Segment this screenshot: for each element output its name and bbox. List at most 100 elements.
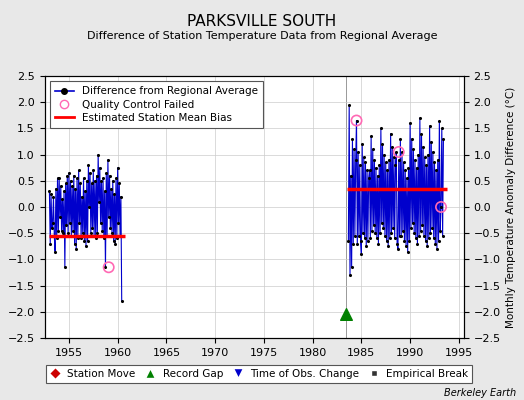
Point [105,172,114,179]
Point [381,233,389,239]
Point [62,222,71,228]
Point [103,233,111,239]
Point [405,238,413,244]
Point [45,188,53,194]
Point [88,180,96,187]
Point [69,227,77,234]
Point [71,186,80,192]
Point [70,240,79,247]
Point [373,235,381,242]
Point [79,175,88,181]
Point [95,164,104,171]
Point [438,125,446,132]
Point [398,149,406,155]
Point [67,233,75,239]
Point [374,240,383,247]
Point [386,235,394,242]
Point [390,154,398,160]
Point [60,188,68,194]
Point [348,136,357,142]
Point [411,157,419,163]
Point [424,151,432,158]
Point [365,167,374,174]
Point [422,162,431,168]
Point [435,117,443,124]
Point [384,243,392,250]
Point [73,175,81,181]
Point [417,227,425,234]
Point [362,243,370,250]
Point [54,227,62,234]
Point [402,243,410,250]
Point [56,214,64,221]
Point [74,235,82,242]
Point [396,136,405,142]
Point [439,233,447,239]
Point [346,172,355,179]
Point [64,230,72,236]
Point [368,146,377,152]
Point [402,175,411,181]
Point [375,162,384,168]
Point [409,146,418,152]
Point [408,136,416,142]
Point [350,146,358,152]
Point [93,230,102,236]
Point [110,191,118,197]
Point [437,204,445,210]
Point [349,240,357,247]
Point [104,264,113,270]
Point [355,233,363,239]
Point [386,130,395,137]
Point [47,191,55,197]
Point [387,230,396,236]
Point [383,167,391,174]
Point [68,183,77,189]
Point [421,238,430,244]
Point [367,133,375,140]
Point [81,188,90,194]
Point [344,238,353,244]
Point [78,193,86,200]
Point [77,235,85,242]
Point [106,225,115,231]
Point [406,120,414,126]
Point [424,235,433,242]
Point [63,172,71,179]
Point [49,193,58,200]
Point [376,230,384,236]
Point [102,170,111,176]
Point [413,240,422,247]
Point [412,235,420,242]
Point [55,175,63,181]
Point [88,225,96,231]
Point [366,235,375,242]
Point [346,272,354,278]
Point [372,164,380,171]
Point [76,180,84,187]
Point [74,167,83,174]
Point [58,227,66,234]
Point [358,141,366,147]
Point [65,170,73,176]
Point [356,238,365,244]
Point [352,117,361,124]
Point [430,159,439,166]
Point [67,178,75,184]
Point [369,222,378,228]
Point [403,248,412,255]
Point [419,144,427,150]
Point [352,157,360,163]
Point [377,125,385,132]
Point [429,149,437,155]
Point [381,159,390,166]
Point [52,235,61,242]
Point [396,233,404,239]
Point [425,122,434,129]
Point [80,238,89,244]
Point [104,157,112,163]
Point [86,170,94,176]
Point [92,235,100,242]
Point [91,178,99,184]
Point [401,167,409,174]
